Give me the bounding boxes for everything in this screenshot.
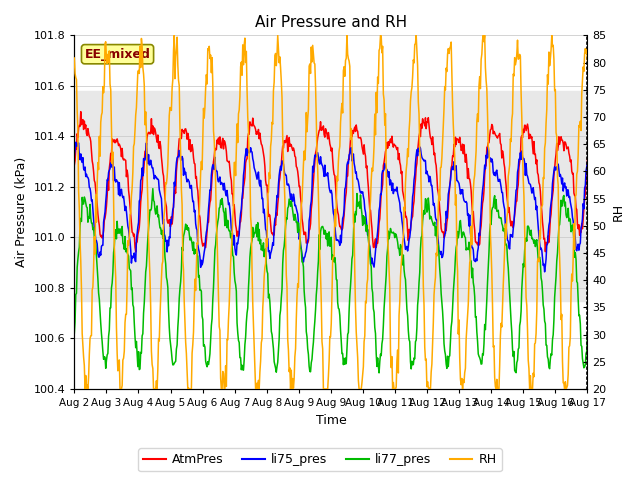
X-axis label: Time: Time (316, 414, 346, 427)
Y-axis label: Air Pressure (kPa): Air Pressure (kPa) (15, 157, 28, 267)
Legend: AtmPres, li75_pres, li77_pres, RH: AtmPres, li75_pres, li77_pres, RH (138, 448, 502, 471)
Bar (74, 91, 588, 300)
Title: Air Pressure and RH: Air Pressure and RH (255, 15, 407, 30)
Text: EE_mixed: EE_mixed (84, 48, 150, 60)
Y-axis label: RH: RH (612, 203, 625, 221)
